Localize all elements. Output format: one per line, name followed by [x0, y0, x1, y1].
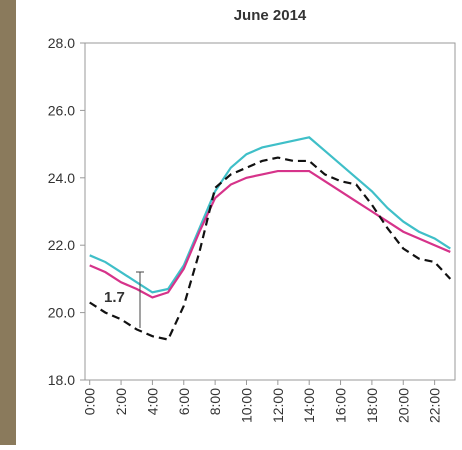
chart: June 2014 18.0 20.0 22.0 24.0 26.0 28.0 0:00 2:… [0, 0, 462, 445]
x-tick-label: 16:00 [333, 388, 349, 423]
y-tick-label: 22.0 [48, 237, 75, 253]
y-tick-label: 24.0 [48, 170, 75, 186]
x-tick-label: 20:00 [395, 388, 411, 423]
series-line [90, 158, 451, 340]
plot-frame [85, 43, 455, 380]
x-tick-label: 4:00 [144, 388, 160, 415]
chart-title: June 2014 [234, 7, 307, 24]
x-tick-label: 6:00 [176, 388, 192, 415]
y-tick-label: 20.0 [48, 305, 75, 321]
x-tick-label: 12:00 [270, 388, 286, 423]
y-tick-label: 26.0 [48, 102, 75, 118]
x-tick-label: 14:00 [301, 388, 317, 423]
x-tick-label: 8:00 [207, 388, 223, 415]
x-tick-label: 22:00 [427, 388, 443, 423]
x-tick-label: 10:00 [238, 388, 254, 423]
series-line [90, 137, 451, 292]
y-tick-label: 28.0 [48, 35, 75, 51]
x-tick-label: 0:00 [82, 388, 98, 415]
annotation: 1.7 [104, 289, 125, 306]
x-tick-label: 18:00 [364, 388, 380, 423]
photo-edge [0, 0, 16, 445]
series-line [90, 171, 451, 297]
x-tick-label: 2:00 [113, 388, 129, 415]
y-tick-label: 18.0 [48, 372, 75, 388]
